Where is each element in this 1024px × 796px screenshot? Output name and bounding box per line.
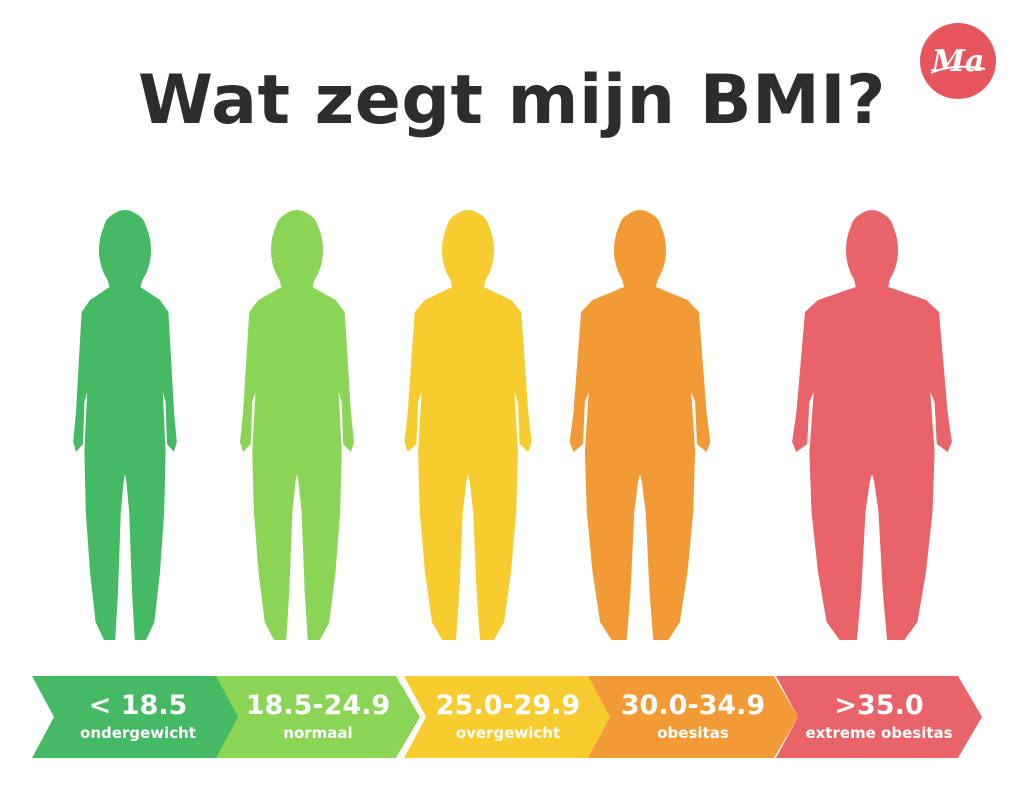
silhouette-obese: [545, 210, 735, 644]
arrow-shape: [216, 676, 420, 758]
bmi-range: 25.0-29.9: [435, 690, 581, 721]
bmi-category-underweight: < 18.5 ondergewicht: [32, 676, 244, 758]
brand-logo-text: Ma: [931, 44, 985, 79]
arrow-shape: [404, 676, 612, 758]
page-title: Wat zegt mijn BMI?: [137, 61, 886, 140]
female-silhouette-icon: [240, 210, 354, 640]
body-silhouettes: [0, 210, 1024, 644]
silhouette-body: [792, 212, 952, 640]
bmi-label: normaal: [283, 724, 353, 742]
arrow-shape: [32, 676, 244, 758]
bmi-range: < 18.5: [88, 690, 188, 721]
female-silhouette-icon: [569, 210, 711, 640]
silhouette-head: [99, 210, 151, 290]
bmi-range: >35.0: [834, 690, 924, 721]
bmi-range: 30.0-34.9: [620, 690, 766, 721]
silhouette-body: [569, 212, 711, 640]
silhouette-head: [846, 210, 898, 290]
bmi-category-normal: 18.5-24.9 normaal: [216, 676, 420, 758]
female-silhouette-icon: [792, 210, 952, 640]
arrow-shape: [776, 676, 982, 758]
bmi-label: ondergewicht: [80, 724, 196, 742]
silhouette-normal: [202, 210, 392, 644]
bmi-category-extreme-obese: >35.0 extreme obesitas: [776, 676, 982, 758]
bmi-scale: < 18.5 ondergewicht 18.5-24.9 normaal 25…: [0, 676, 1024, 758]
female-silhouette-icon: [404, 210, 532, 640]
female-silhouette-icon: [73, 210, 177, 640]
silhouette-body: [73, 212, 177, 640]
brand-logo-mark: Ma: [930, 44, 986, 79]
bmi-label: overgewicht: [455, 724, 561, 742]
bmi-range: 18.5-24.9: [245, 690, 391, 721]
silhouette-head: [442, 210, 494, 290]
arrow-shape: [588, 676, 798, 758]
bmi-label: extreme obesitas: [805, 724, 953, 742]
silhouette-extreme-obese: [777, 210, 967, 644]
bmi-label: obesitas: [657, 724, 729, 742]
brand-logo: Ma: [920, 23, 996, 99]
bmi-category-overweight: 25.0-29.9 overgewicht: [404, 676, 612, 758]
silhouette-body: [404, 212, 532, 640]
bmi-category-obese: 30.0-34.9 obesitas: [588, 676, 798, 758]
silhouette-head: [614, 210, 666, 290]
silhouette-head: [271, 210, 323, 290]
silhouette-underweight: [30, 210, 220, 644]
silhouette-overweight: [373, 210, 563, 644]
silhouette-body: [240, 212, 354, 640]
